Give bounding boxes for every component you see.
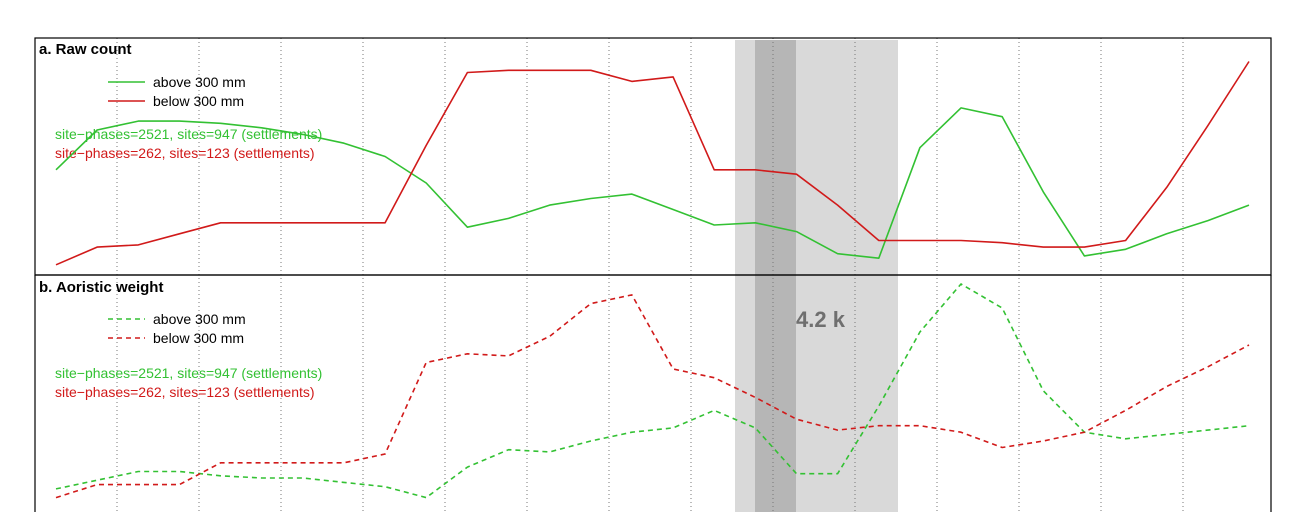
panel-b-annotation-green: site−phases=2521, sites=947 (settlements… — [55, 365, 322, 381]
panel-a-legend-label-red: below 300 mm — [153, 93, 244, 109]
panel-a-annotation-green: site−phases=2521, sites=947 (settlements… — [55, 126, 322, 142]
panel-b-legend-label-red: below 300 mm — [153, 330, 244, 346]
panel-b-series-below-300mm-line — [55, 294, 1250, 499]
panel-a-series-below-300mm-line — [55, 61, 1250, 266]
panel-a-annotation-red: site−phases=262, sites=123 (settlements) — [55, 145, 315, 161]
panel-b-legend-label-green: above 300 mm — [153, 311, 246, 327]
panel-a-title: a. Raw count — [39, 41, 132, 58]
panel-b-title: b. Aoristic weight — [39, 279, 163, 296]
band-label: 4.2 k — [796, 307, 846, 332]
band-dark — [755, 40, 796, 512]
panel-b-series-above-300mm-line — [55, 283, 1250, 499]
panel-a-legend-label-green: above 300 mm — [153, 74, 246, 90]
panel-a-series-above-300mm-line — [55, 107, 1250, 260]
panel-b-annotation-red: site−phases=262, sites=123 (settlements) — [55, 384, 315, 400]
